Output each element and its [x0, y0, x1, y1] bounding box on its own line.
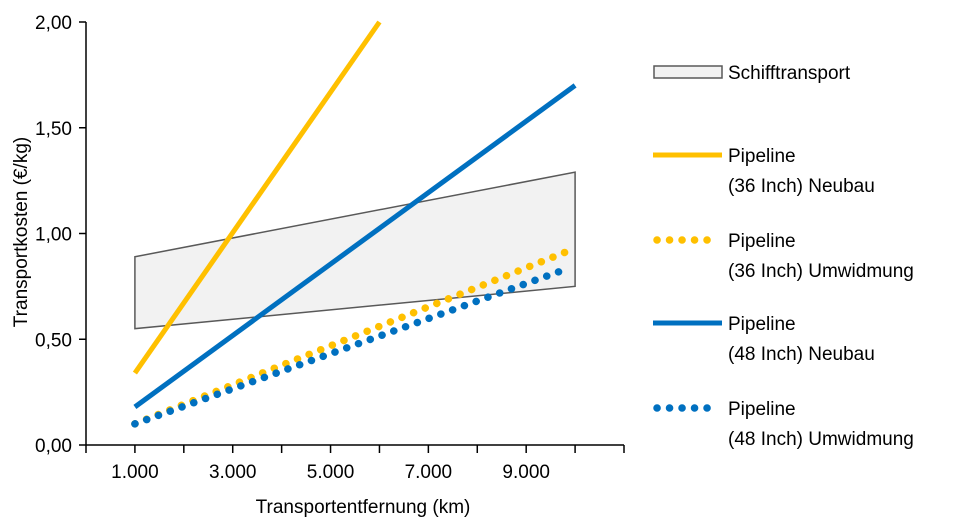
series-line-4 [131, 265, 570, 428]
legend-label-1: Pipeline (36 Inch) Neubau [728, 146, 875, 197]
legend-label-3: Pipeline (48 Inch) Neubau [728, 314, 875, 365]
y-tick-label: 0,50 [35, 330, 72, 351]
y-tick-label: 1,50 [35, 119, 72, 140]
band-schifftransport [134, 171, 576, 330]
y-tick-label: 2,00 [35, 13, 72, 34]
legend-label-schifftransport: Schifftransport [728, 63, 851, 84]
x-tick-label: 5.000 [307, 462, 355, 483]
legend-label-2: Pipeline (36 Inch) Umwidmung [728, 231, 914, 282]
series-line-2 [131, 244, 579, 428]
x-tick-label: 3.000 [209, 462, 257, 483]
legend: Schifftransport Pipeline (36 Inch) Neubau P… [653, 63, 914, 450]
ticks: 0,00 0,50 1,00 1,50 2,00 1.000 3.000 5.000 7.000… [35, 13, 625, 483]
series-line-3 [133, 83, 577, 409]
y-tick-label: 0,00 [35, 436, 72, 457]
series-line-1 [132, 20, 382, 375]
y-tick-label: 1,00 [35, 225, 72, 246]
x-tick-label: 1.000 [111, 462, 159, 483]
legend-swatch-schifftransport [653, 65, 723, 79]
x-tick-label: 7.000 [405, 462, 453, 483]
x-axis-title: Transportentfernung (km) [256, 497, 471, 518]
legend-label-4: Pipeline (48 Inch) Umwidmung [728, 399, 914, 450]
y-axis-title: Transportkosten (€/kg) [11, 137, 32, 327]
plot-area [131, 20, 579, 428]
x-tick-label: 9.000 [502, 462, 550, 483]
